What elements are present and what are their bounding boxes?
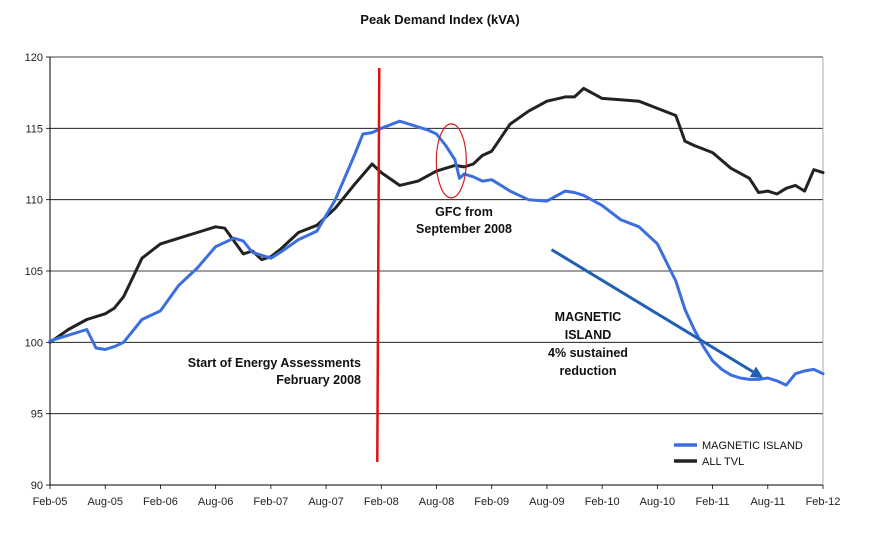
magnetic-island-label: reduction (560, 364, 617, 378)
annotations: Start of Energy Assessments February 2008… (188, 67, 764, 463)
legend-label-all-tvl: ALL TVL (702, 456, 744, 468)
x-axis-ticks: Feb-05 Aug-05 Feb-06 Aug-06 Feb-07 Aug-07 Feb-… (33, 485, 841, 508)
energy-assessment-label: February 2008 (276, 373, 361, 387)
x-tick-label: Feb-06 (143, 496, 178, 508)
legend-label-magnetic-island: MAGNETIC ISLAND (702, 440, 803, 452)
x-tick-label: Aug-10 (640, 496, 675, 508)
y-tick-label: 100 (25, 337, 43, 349)
chart-title: Peak Demand Index (kVA) (360, 12, 519, 27)
y-tick-label: 90 (31, 480, 43, 492)
gfc-label: GFC from (435, 205, 493, 219)
y-tick-label: 120 (25, 52, 43, 64)
gfc-highlight-ellipse (435, 123, 467, 199)
gfc-label: September 2008 (416, 222, 512, 236)
magnetic-island-label: MAGNETIC (555, 310, 622, 324)
legend: MAGNETIC ISLAND ALL TVL (674, 440, 803, 468)
x-tick-label: Feb-07 (253, 496, 288, 508)
y-tick-label: 105 (25, 266, 43, 278)
series-line-all-tvl (48, 86, 825, 344)
x-tick-label: Aug-06 (198, 496, 233, 508)
energy-assessment-marker-line (376, 67, 381, 463)
x-tick-label: Aug-09 (529, 496, 564, 508)
x-tick-label: Aug-08 (419, 496, 454, 508)
x-tick-label: Aug-11 (750, 496, 785, 508)
x-tick-label: Aug-07 (308, 496, 343, 508)
energy-assessment-label: Start of Energy Assessments (188, 356, 361, 370)
y-tick-label: 110 (25, 195, 43, 207)
y-tick-label: 115 (25, 123, 43, 135)
series-lines (48, 86, 825, 387)
x-tick-label: Feb-08 (364, 496, 399, 508)
y-tick-label: 95 (31, 409, 43, 421)
gridlines (50, 56, 823, 486)
reduction-arrow-head (749, 366, 764, 378)
x-tick-label: Feb-09 (474, 496, 509, 508)
magnetic-island-label: ISLAND (565, 328, 612, 342)
x-tick-label: Feb-10 (585, 496, 620, 508)
y-axis-ticks: 90 95 100 105 110 115 120 (25, 52, 50, 492)
x-tick-label: Feb-12 (806, 496, 841, 508)
magnetic-island-label: 4% sustained (548, 346, 628, 360)
reduction-arrow-shaft (550, 248, 754, 374)
x-tick-label: Feb-11 (696, 496, 730, 508)
x-tick-label: Aug-05 (87, 496, 122, 508)
x-tick-label: Feb-05 (33, 496, 68, 508)
